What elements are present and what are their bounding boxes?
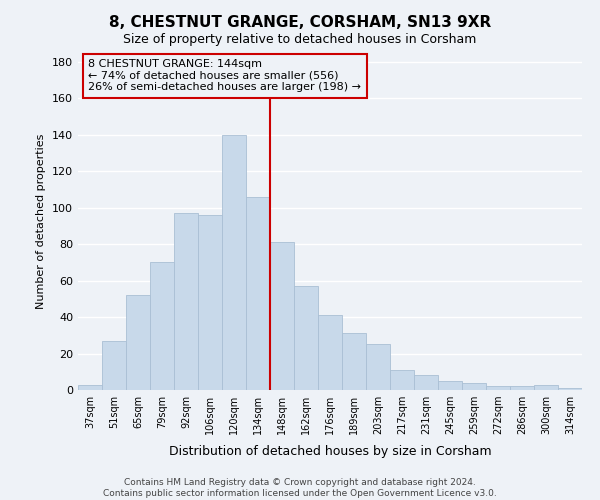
- Bar: [414, 376, 438, 390]
- Bar: [150, 262, 174, 390]
- Text: Contains HM Land Registry data © Crown copyright and database right 2024.
Contai: Contains HM Land Registry data © Crown c…: [103, 478, 497, 498]
- Bar: [438, 381, 462, 390]
- Bar: [558, 388, 582, 390]
- Text: 8 CHESTNUT GRANGE: 144sqm
← 74% of detached houses are smaller (556)
26% of semi: 8 CHESTNUT GRANGE: 144sqm ← 74% of detac…: [88, 59, 361, 92]
- Bar: [462, 382, 486, 390]
- Bar: [366, 344, 390, 390]
- Bar: [198, 215, 222, 390]
- Bar: [534, 384, 558, 390]
- Bar: [510, 386, 534, 390]
- Bar: [294, 286, 318, 390]
- Bar: [78, 384, 102, 390]
- Bar: [174, 213, 198, 390]
- Bar: [222, 134, 246, 390]
- Bar: [270, 242, 294, 390]
- Bar: [390, 370, 414, 390]
- Y-axis label: Number of detached properties: Number of detached properties: [37, 134, 46, 309]
- Bar: [486, 386, 510, 390]
- Bar: [246, 196, 270, 390]
- Bar: [102, 340, 126, 390]
- Bar: [126, 295, 150, 390]
- Text: Size of property relative to detached houses in Corsham: Size of property relative to detached ho…: [124, 32, 476, 46]
- Text: 8, CHESTNUT GRANGE, CORSHAM, SN13 9XR: 8, CHESTNUT GRANGE, CORSHAM, SN13 9XR: [109, 15, 491, 30]
- Bar: [342, 334, 366, 390]
- X-axis label: Distribution of detached houses by size in Corsham: Distribution of detached houses by size …: [169, 446, 491, 458]
- Bar: [318, 315, 342, 390]
